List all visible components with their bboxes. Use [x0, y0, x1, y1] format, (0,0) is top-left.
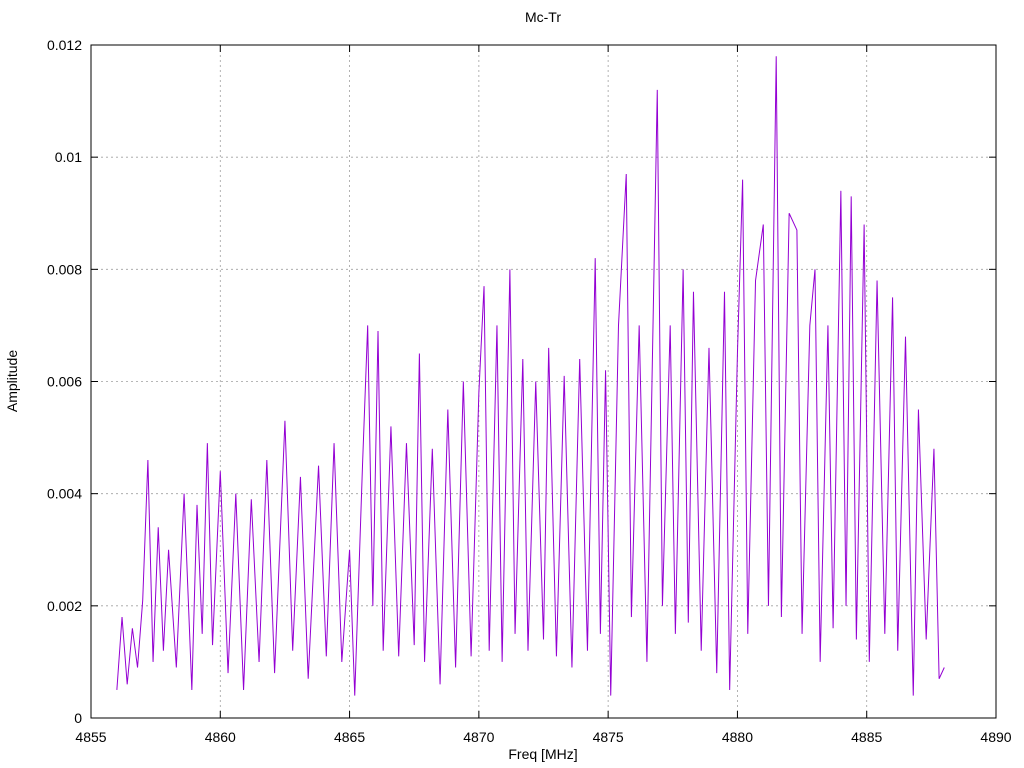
- y-tick-label: 0.006: [47, 374, 82, 390]
- data-line: [116, 56, 945, 696]
- x-tick-label: 4870: [463, 729, 494, 745]
- x-tick-label: 4860: [205, 729, 236, 745]
- y-tick-label: 0.01: [55, 149, 82, 165]
- y-axis-label: Amplitude: [4, 350, 20, 412]
- x-tick-label: 4880: [722, 729, 753, 745]
- x-tick-label: 4855: [75, 729, 106, 745]
- x-axis-label: Freq [MHz]: [508, 746, 577, 762]
- x-tick-label: 4890: [980, 729, 1011, 745]
- y-tick-label: 0.002: [47, 598, 82, 614]
- y-tick-label: 0.008: [47, 261, 82, 277]
- y-tick-label: 0.004: [47, 486, 82, 502]
- x-tick-label: 4885: [851, 729, 882, 745]
- y-tick-label: 0.012: [47, 37, 82, 53]
- plot-frame: [90, 44, 997, 719]
- x-tick-label: 4865: [334, 729, 365, 745]
- chart-title: Mc-Tr: [525, 9, 561, 25]
- x-tick-label: 4875: [593, 729, 624, 745]
- y-tick-label: 0: [74, 710, 82, 726]
